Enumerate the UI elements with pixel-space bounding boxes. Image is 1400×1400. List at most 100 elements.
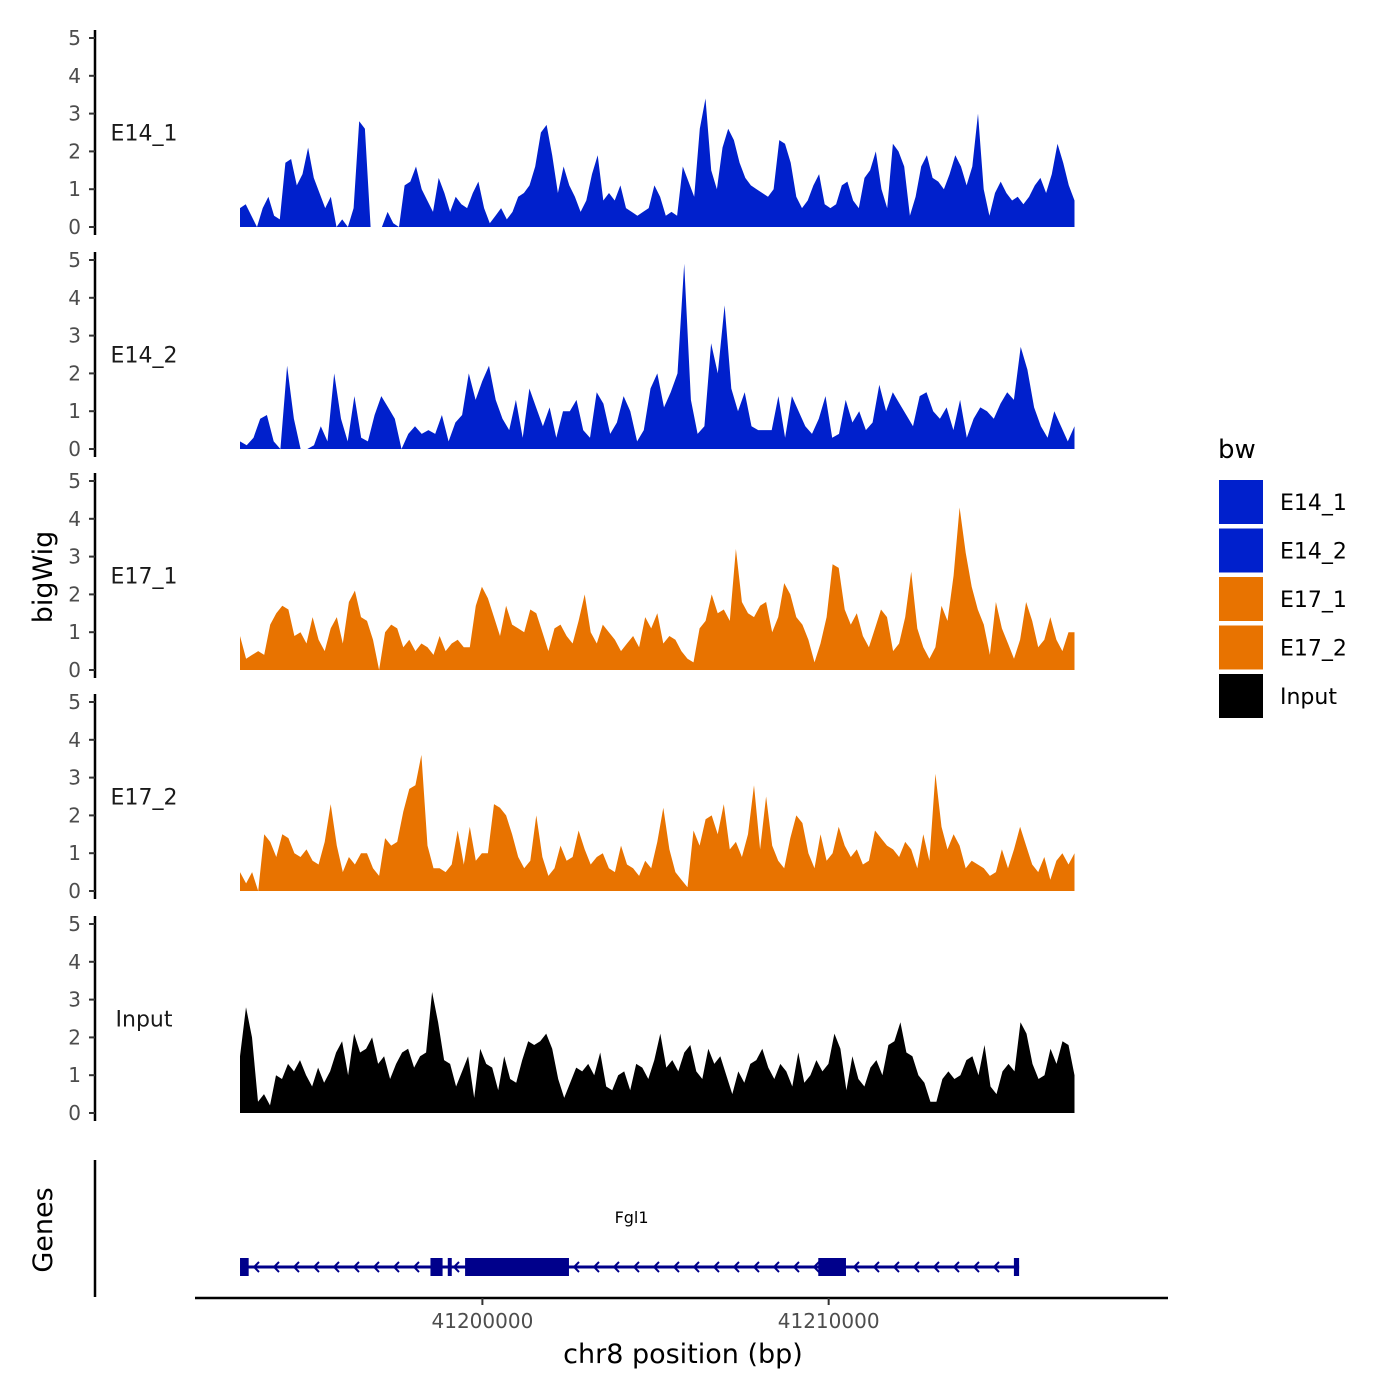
legend-label: E14_2 [1280,540,1347,565]
legend-label: E14_1 [1280,491,1347,516]
track-label: E14_1 [111,122,178,147]
y-tick-label: 0 [68,1101,81,1125]
y-tick-label: 0 [68,437,81,461]
strand-arrow [592,1261,600,1273]
gene-exon [818,1258,846,1276]
y-tick-label: 0 [68,658,81,682]
strand-arrow [272,1261,280,1273]
track-label: E17_1 [111,565,178,590]
gene-track: Fgl1 [93,1160,1020,1297]
y-tick-label: 1 [68,1063,81,1087]
y-tick-label: 3 [68,766,81,790]
y-tick-label: 1 [68,399,81,423]
legend-swatch [1219,480,1263,524]
y-tick-label: 4 [68,728,81,752]
x-axis-title: chr8 position (bp) [563,1339,803,1370]
track-label: E17_2 [111,786,178,811]
y-tick-label: 3 [68,545,81,569]
track-e17-1: 0 1 2 3 4 5 E17_1 [68,469,1075,682]
strand-arrow [612,1261,620,1273]
y-tick-label: 5 [68,248,81,272]
track-e17-2: 0 1 2 3 4 5 E17_2 [68,690,1075,903]
strand-arrow [852,1261,860,1273]
legend-swatch [1219,674,1263,718]
signal-tracks: 0 1 2 3 4 5 E14_1 0 1 2 3 4 5 E14_2 0 1 2 3 4 5 E17_1 0 1 2 3 4 5 E… [68,26,1075,1125]
signal-area-e17-1 [240,507,1075,670]
strand-arrow [392,1261,400,1273]
track-e14-1: 0 1 2 3 4 5 E14_1 [68,26,1075,239]
strand-arrow [692,1261,700,1273]
gene-name-label: Fgl1 [615,1208,649,1227]
y-tick-label: 3 [68,102,81,126]
genes-track-title: Genes [28,1187,59,1272]
strand-arrow [752,1261,760,1273]
strand-arrow [912,1261,920,1273]
y-tick-label: 1 [68,177,81,201]
strand-arrow [652,1261,660,1273]
strand-arrow [332,1261,340,1273]
y-tick-label: 4 [68,64,81,88]
y-axis-title: bigWig [28,531,59,624]
gene-exon [447,1258,452,1276]
y-tick-label: 2 [68,1025,81,1049]
x-tick-label: 41210000 [778,1309,880,1333]
strand-arrow [872,1261,880,1273]
strand-arrow [412,1261,420,1273]
gene-exon [1013,1258,1020,1276]
y-tick-label: 5 [68,690,81,714]
legend-swatch [1219,625,1263,670]
legend-swatch [1219,577,1263,621]
strand-arrow [292,1261,300,1273]
track-input: 0 1 2 3 4 5 Input [68,912,1075,1125]
strand-arrow [732,1261,740,1273]
track-label: E14_2 [111,344,178,369]
strand-arrow [632,1261,640,1273]
x-tick-label: 41200000 [432,1309,534,1333]
y-tick-label: 2 [68,139,81,163]
y-tick-label: 5 [68,912,81,936]
strand-arrow [812,1261,820,1273]
strand-arrow [352,1261,360,1273]
legend-label: E17_1 [1280,588,1347,613]
y-tick-label: 2 [68,361,81,385]
strand-arrow [372,1261,380,1273]
y-tick-label: 5 [68,26,81,50]
y-tick-label: 0 [68,215,81,239]
gene-exon [465,1258,569,1276]
y-tick-label: 4 [68,950,81,974]
y-tick-label: 2 [68,803,81,827]
legend-label: Input [1280,685,1337,710]
strand-arrow [972,1261,980,1273]
signal-area-input [240,992,1075,1113]
y-tick-label: 2 [68,582,81,606]
y-tick-label: 0 [68,879,81,903]
y-tick-label: 1 [68,620,81,644]
signal-area-e14-1 [240,98,1075,227]
track-label: Input [116,1008,173,1033]
x-axis: 41200000 41210000 [195,1296,1168,1333]
signal-area-e14-2 [240,263,1075,449]
strand-arrow [312,1261,320,1273]
strand-arrow [772,1261,780,1273]
legend: bw E14_1 E14_2 E17_1 E17_2 Input [1218,435,1347,718]
strand-arrow [892,1261,900,1273]
track-e14-2: 0 1 2 3 4 5 E14_2 [68,248,1075,461]
strand-arrow [952,1261,960,1273]
y-tick-label: 5 [68,469,81,493]
legend-label: E17_2 [1280,637,1347,662]
y-tick-label: 1 [68,841,81,865]
y-tick-label: 4 [68,507,81,531]
strand-arrow [792,1261,800,1273]
strand-arrow [992,1261,1000,1273]
legend-title: bw [1218,435,1256,465]
y-tick-label: 3 [68,324,81,348]
strand-arrow [252,1261,260,1273]
gene-exon [430,1258,443,1276]
y-tick-label: 4 [68,286,81,310]
signal-area-e17-2 [240,754,1075,891]
strand-arrow [712,1261,720,1273]
strand-arrow [572,1261,580,1273]
strand-arrow [932,1261,940,1273]
y-tick-label: 3 [68,988,81,1012]
